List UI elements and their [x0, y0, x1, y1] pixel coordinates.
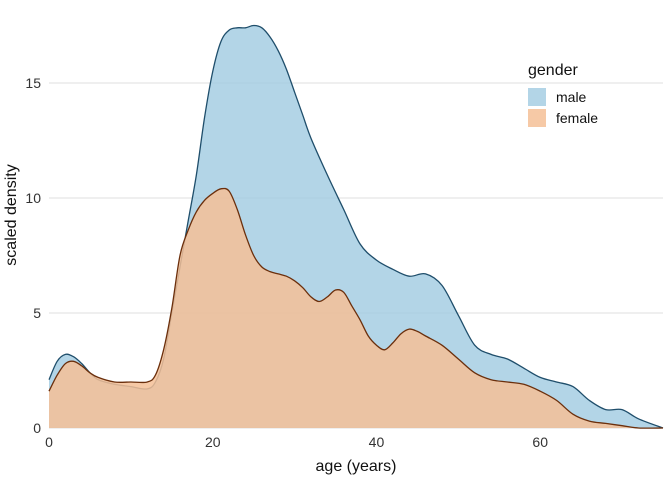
y-tick-label-5: 5: [33, 305, 41, 321]
y-tick-label-0: 0: [33, 420, 41, 436]
legend-label-male: male: [556, 89, 587, 105]
legend-swatch-male: [528, 88, 546, 106]
y-axis-title: scaled density: [3, 164, 20, 265]
outline-female: [48, 187, 664, 429]
x-tick-label-40: 40: [369, 434, 385, 450]
y-tick-label-15: 15: [25, 75, 41, 91]
x-tick-label-60: 60: [532, 434, 548, 450]
density-areas: [48, 24, 664, 429]
legend-title: gender: [528, 62, 578, 79]
x-tick-label-0: 0: [45, 434, 53, 450]
y-tick-label-10: 10: [25, 190, 41, 206]
x-tick-label-20: 20: [205, 434, 221, 450]
y-tick-labels: 0 5 10 15: [25, 75, 41, 436]
legend-swatch-female: [528, 109, 546, 127]
area-female: [49, 188, 663, 429]
x-axis-title: age (years): [316, 458, 397, 475]
legend: gender male female: [528, 62, 598, 127]
legend-label-female: female: [556, 110, 598, 126]
x-tick-labels: 0 20 40 60: [45, 434, 548, 450]
